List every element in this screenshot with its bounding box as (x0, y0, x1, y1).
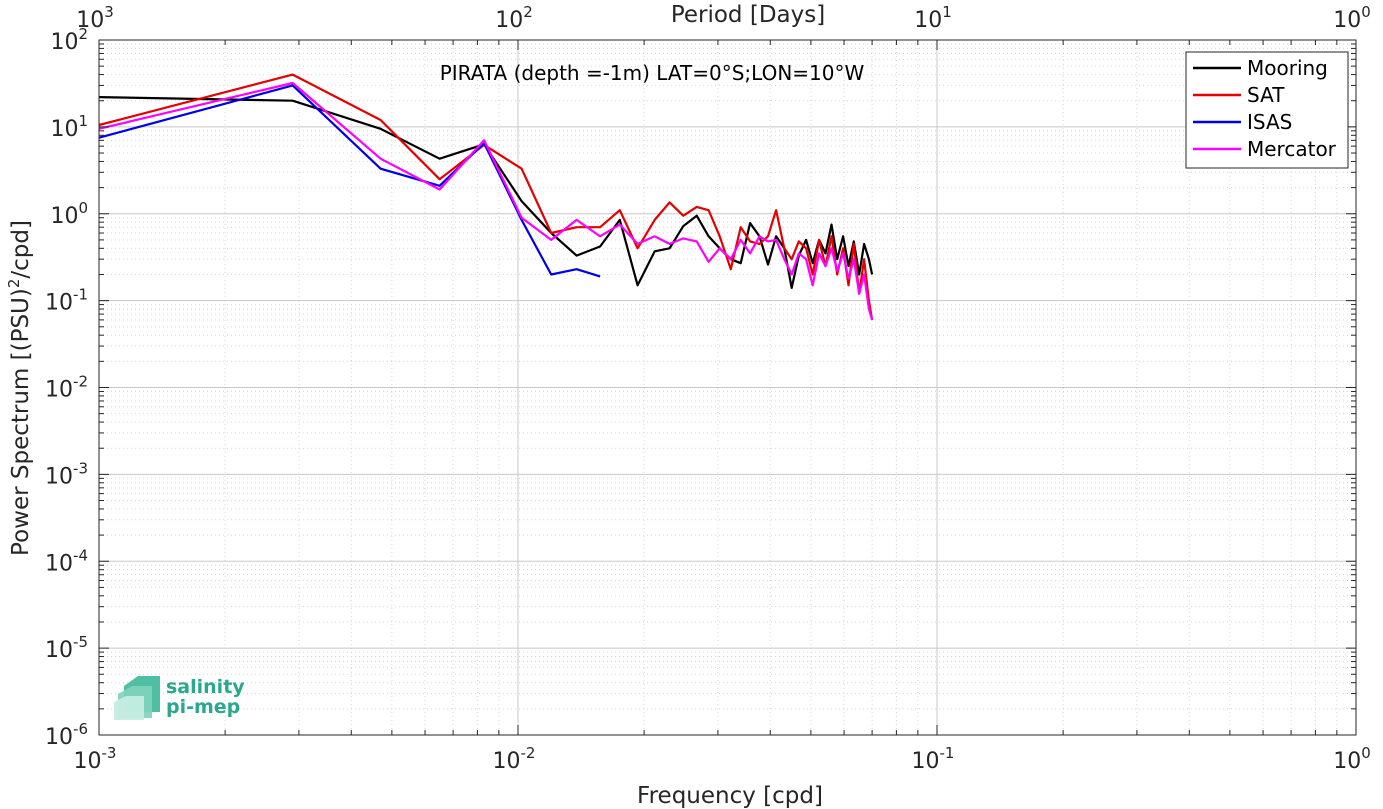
logo-mark-front (114, 696, 144, 720)
y-tick-label-exponent: 2 (78, 25, 88, 43)
x-tick-label-exponent: 0 (1361, 744, 1371, 762)
tick-marks (98, 39, 1357, 736)
y-tick-label: 10-5 (45, 633, 88, 663)
y-tick-label: 10-2 (45, 373, 88, 403)
y-axis-label-sup: 2 (5, 279, 23, 289)
top-tick-label: 103 (76, 3, 114, 33)
y-axis-label-tail: /cpd] (8, 220, 34, 279)
x-tick-label-base: 10 (912, 749, 940, 774)
top-tick-label-base: 10 (1333, 8, 1361, 33)
legend-label-mercator: Mercator (1247, 137, 1337, 161)
top-tick-label-exponent: 3 (104, 3, 114, 21)
top-tick-label: 102 (495, 3, 533, 33)
y-tick-label-exponent: -4 (73, 546, 88, 564)
y-tick-label-exponent: -1 (73, 286, 88, 304)
x-tick-label: 100 (1333, 744, 1371, 774)
x-tick-label: 10-1 (912, 744, 955, 774)
y-tick-label-exponent: -3 (73, 459, 88, 477)
y-tick-label: 10-1 (45, 286, 88, 316)
y-tick-label-base: 10 (50, 30, 78, 55)
y-tick-label: 10-4 (45, 546, 88, 576)
y-tick-label: 102 (50, 25, 88, 55)
x-tick-label-exponent: -1 (940, 744, 955, 762)
y-tick-label-base: 10 (45, 638, 73, 663)
minor-grid (99, 40, 1356, 735)
series-line-isas (98, 84, 601, 278)
y-tick-label-base: 10 (45, 725, 73, 750)
y-tick-label-exponent: -6 (73, 720, 88, 738)
y-tick-label-base: 10 (45, 378, 73, 403)
top-tick-label-exponent: 1 (942, 3, 952, 21)
x-tick-label-base: 10 (1333, 749, 1361, 774)
y-tick-label-base: 10 (50, 204, 78, 229)
y-tick-label: 101 (50, 112, 88, 142)
top-tick-labels: 103 102 101 100 (76, 3, 1371, 33)
x-tick-label-base: 10 (74, 749, 102, 774)
logo-text-line1: salinity (166, 676, 245, 698)
legend-label-isas: ISAS (1247, 110, 1292, 134)
y-tick-label-base: 10 (45, 291, 73, 316)
x-tick-label-base: 10 (493, 749, 521, 774)
series-line-mooring (98, 96, 874, 289)
y-tick-label-base: 10 (50, 117, 78, 142)
top-tick-label-exponent: 2 (523, 3, 533, 21)
top-tick-label-base: 10 (914, 8, 942, 33)
x-tick-labels: 10-3 10-2 10-1 100 (74, 744, 1371, 774)
x-tick-label: 10-3 (74, 744, 117, 774)
salinity-pi-mep-logo: salinity pi-mep (114, 676, 245, 720)
x-tick-label: 10-2 (493, 744, 536, 774)
y-tick-label: 10-3 (45, 459, 88, 489)
y-tick-label-exponent: -2 (73, 373, 88, 391)
x-axis-label: Frequency [cpd] (637, 783, 823, 809)
series-layer (98, 73, 874, 321)
top-tick-label-base: 10 (76, 8, 104, 33)
legend-label-mooring: Mooring (1247, 56, 1328, 80)
x-tick-label-exponent: -2 (521, 744, 536, 762)
y-tick-label-exponent: -5 (73, 633, 88, 651)
y-tick-label: 100 (50, 199, 88, 229)
y-axis-label: Power Spectrum [(PSU)2/cpd] (5, 220, 34, 556)
y-tick-label: 10-6 (45, 720, 88, 750)
top-axis-label: Period [Days] (671, 2, 825, 28)
x-tick-label-exponent: -3 (102, 744, 117, 762)
y-tick-label-base: 10 (45, 464, 73, 489)
logo-text-line2: pi-mep (166, 696, 240, 718)
chart-title: PIRATA (depth =-1m) LAT=0°S;LON=10°W (440, 61, 865, 85)
legend-label-sat: SAT (1247, 83, 1285, 107)
top-tick-label-base: 10 (495, 8, 523, 33)
top-tick-label-exponent: 0 (1361, 3, 1371, 21)
y-tick-label-exponent: 0 (78, 199, 88, 217)
top-tick-label: 101 (914, 3, 952, 33)
y-axis-label-main: Power Spectrum [(PSU) (8, 288, 34, 556)
y-tick-label-base: 10 (45, 551, 73, 576)
legend: Mooring SAT ISAS Mercator (1185, 51, 1349, 169)
top-tick-label: 100 (1333, 3, 1371, 33)
y-tick-label-exponent: 1 (78, 112, 88, 130)
series-line-mercator (98, 81, 874, 321)
